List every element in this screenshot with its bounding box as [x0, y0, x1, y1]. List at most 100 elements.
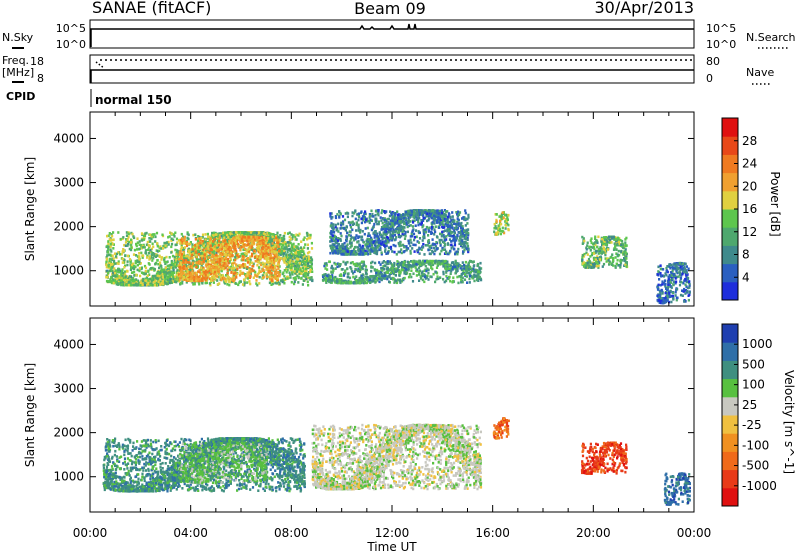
data-cell	[146, 256, 149, 259]
data-cell	[197, 251, 201, 254]
nsearch-tick-bottom: 10^0	[706, 38, 736, 51]
data-cell	[268, 259, 271, 262]
data-cell	[452, 276, 455, 279]
data-cell	[271, 242, 274, 245]
data-cell	[163, 256, 166, 260]
data-cell	[421, 270, 424, 273]
data-cell	[379, 277, 382, 281]
data-cell	[118, 253, 122, 256]
data-cell	[239, 255, 242, 258]
data-cell	[444, 264, 447, 267]
data-cell	[168, 279, 171, 283]
data-cell	[142, 283, 145, 286]
data-cell	[166, 267, 169, 271]
data-cell	[152, 278, 155, 281]
data-cell	[156, 277, 159, 281]
data-cell	[448, 275, 451, 279]
data-cell	[279, 238, 282, 242]
data-cell	[230, 267, 233, 270]
data-cell	[228, 241, 231, 244]
data-cell	[293, 280, 296, 284]
data-cell	[276, 264, 279, 268]
data-cell	[163, 272, 166, 276]
data-cell	[117, 251, 120, 254]
data-cell	[162, 247, 165, 250]
data-cell	[207, 248, 210, 251]
data-cell	[125, 231, 128, 234]
data-cell	[294, 250, 297, 253]
data-cell	[241, 236, 244, 239]
data-cell	[268, 262, 271, 266]
data-cell	[190, 264, 193, 268]
data-cell	[408, 273, 412, 276]
data-cell	[161, 273, 164, 276]
data-cell	[295, 238, 298, 241]
data-cell	[190, 268, 193, 272]
data-cell	[275, 268, 278, 272]
data-cell	[272, 246, 275, 249]
data-cell	[422, 214, 425, 217]
data-cell	[273, 239, 276, 242]
data-cell	[151, 242, 154, 246]
data-cell	[223, 258, 226, 262]
data-cell	[111, 234, 114, 238]
data-cell	[113, 259, 116, 263]
data-cell	[273, 261, 276, 264]
data-cell	[379, 263, 382, 266]
data-cell	[261, 255, 265, 259]
data-cell	[112, 238, 115, 241]
data-cell	[233, 279, 236, 282]
data-cell	[298, 272, 301, 275]
data-cell	[125, 280, 128, 284]
data-cell	[283, 237, 286, 241]
data-cell	[249, 245, 252, 248]
data-cell	[112, 271, 115, 275]
data-cell	[108, 259, 111, 262]
data-cell	[200, 257, 203, 260]
data-cell	[267, 237, 270, 240]
data-cell	[270, 283, 273, 286]
data-cell	[154, 279, 157, 283]
data-cell	[267, 267, 270, 270]
data-cell	[183, 271, 186, 275]
data-cell	[423, 275, 427, 279]
data-cell	[169, 231, 172, 234]
data-cell	[281, 239, 284, 242]
data-cell	[212, 240, 215, 243]
data-cell	[274, 247, 277, 251]
data-cell	[251, 261, 254, 265]
data-cell	[209, 241, 212, 244]
data-cell	[411, 260, 414, 264]
data-cell	[200, 236, 203, 240]
data-cell	[168, 281, 171, 285]
data-cell	[107, 279, 110, 283]
data-cell	[290, 244, 294, 247]
data-cell	[131, 283, 134, 287]
data-cell	[258, 236, 261, 239]
data-cell	[276, 252, 279, 256]
data-cell	[232, 272, 235, 276]
data-cell	[444, 259, 447, 263]
data-cell	[204, 244, 207, 248]
data-cell	[109, 245, 112, 249]
data-cell	[113, 271, 117, 275]
data-cell	[218, 261, 221, 264]
data-cell	[158, 278, 161, 281]
nsky-label: N.Sky	[2, 31, 34, 44]
data-cell	[249, 282, 252, 286]
data-cell	[183, 246, 187, 249]
data-cell	[220, 244, 223, 248]
data-cell	[246, 243, 249, 247]
date-title: 30/Apr/2013	[594, 0, 694, 17]
data-cell	[479, 261, 482, 265]
data-cell	[115, 252, 119, 256]
data-cell	[133, 236, 136, 240]
data-cell	[243, 278, 246, 282]
data-cell	[240, 231, 243, 235]
data-cell	[148, 237, 151, 240]
data-cell	[245, 252, 248, 256]
data-cell	[244, 235, 247, 239]
data-cell	[286, 241, 289, 244]
data-cell	[306, 251, 310, 255]
data-cell	[117, 268, 120, 272]
